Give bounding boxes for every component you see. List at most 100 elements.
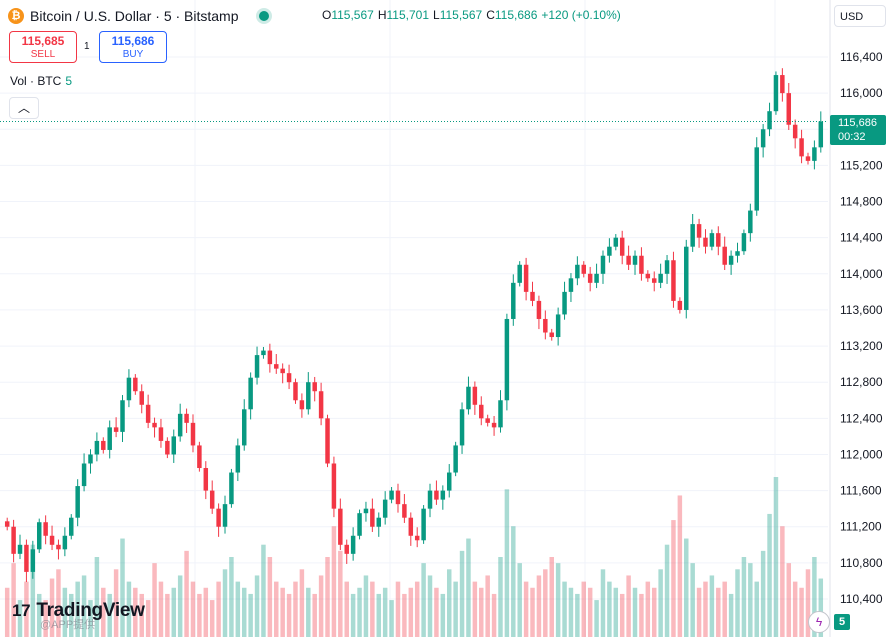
- candle-body: [818, 121, 824, 148]
- ohlc-readout: O115,567 H115,701 L115,567 C115,686 +120…: [322, 8, 621, 22]
- candle-body: [780, 75, 785, 94]
- volume-bar: [581, 581, 587, 637]
- candle-body: [536, 300, 542, 319]
- candle-body: [716, 233, 721, 247]
- volume-bar: [56, 569, 61, 637]
- candle-body: [209, 490, 215, 509]
- volume-bar: [274, 581, 279, 637]
- currency-select[interactable]: USD: [834, 5, 886, 27]
- candle-body: [440, 490, 446, 500]
- volume-bar: [344, 581, 349, 637]
- candle-body: [120, 400, 125, 432]
- candle-body: [594, 273, 599, 283]
- candle-body: [312, 382, 317, 392]
- candle-body: [626, 255, 631, 265]
- candle-body: [331, 463, 337, 509]
- volume-bar: [43, 600, 48, 637]
- volume-bar: [306, 587, 311, 637]
- candle-body: [261, 350, 266, 356]
- price-axis[interactable]: 110,400 110,800 111,200 111,600 112,000 112,4…: [829, 0, 883, 637]
- candle-body: [36, 522, 42, 550]
- volume-bar: [30, 544, 36, 637]
- candle-body: [741, 233, 747, 252]
- collapse-legend-button[interactable]: ︿: [9, 97, 39, 119]
- volume-bar: [812, 557, 817, 637]
- candle-body: [69, 517, 74, 536]
- volume-bar: [261, 544, 266, 637]
- candle-body: [280, 368, 285, 374]
- candle-body: [370, 508, 375, 527]
- candle-body: [133, 377, 138, 392]
- price-tick-label: 116,400: [840, 50, 883, 64]
- candle-body: [165, 440, 170, 455]
- open-label: O: [322, 8, 332, 22]
- sell-price: 115,685: [21, 34, 65, 48]
- price-tick-label: 114,000: [840, 267, 883, 281]
- symbol-title[interactable]: Bitcoin / U.S. Dollar · 5 · Bitstamp: [30, 8, 239, 24]
- candle-body: [530, 291, 535, 301]
- candle-body: [363, 508, 369, 514]
- volume-bar: [49, 578, 55, 637]
- candle-body: [651, 278, 657, 283]
- tradingview-logo[interactable]: 17 TradingView: [12, 600, 145, 622]
- sell-button[interactable]: 115,685 SELL: [9, 31, 77, 63]
- volume-bar: [126, 581, 132, 637]
- candle-body: [382, 499, 388, 518]
- candle-body: [453, 445, 458, 473]
- candle-body: [658, 273, 663, 283]
- buy-button[interactable]: 115,686 BUY: [99, 31, 167, 63]
- volume-legend[interactable]: Vol · BTC 5: [10, 74, 72, 88]
- volume-bar: [459, 550, 465, 637]
- volume-bar: [427, 575, 433, 637]
- candle-body: [479, 404, 484, 419]
- candle-body: [286, 373, 292, 383]
- volume-bar: [504, 489, 510, 637]
- volume-bar: [24, 581, 29, 637]
- spread-value: 1: [84, 41, 90, 52]
- candle-body: [357, 513, 362, 536]
- candle-body: [812, 147, 817, 161]
- candle-body: [459, 409, 465, 446]
- candle-body: [17, 544, 23, 554]
- volume-bar: [203, 587, 209, 637]
- candle-body: [81, 463, 87, 487]
- market-status-icon[interactable]: [258, 11, 269, 21]
- volume-bar: [773, 477, 779, 637]
- candle-body: [517, 264, 522, 283]
- candle-body: [350, 535, 356, 554]
- candle-body: [190, 422, 196, 446]
- volume-bar: [190, 581, 196, 637]
- volume-bar: [62, 587, 68, 637]
- candle-body: [177, 413, 183, 437]
- candle-body: [376, 517, 382, 527]
- candle-body: [709, 233, 715, 247]
- candle-body: [49, 535, 55, 545]
- volume-bar: [805, 569, 811, 637]
- price-tick-label: 112,800: [840, 375, 883, 389]
- alert-count-badge[interactable]: 5: [834, 614, 850, 630]
- volume-bar: [575, 593, 580, 637]
- volume-bar: [555, 563, 561, 637]
- candle-body: [600, 255, 606, 274]
- volume-bar: [286, 593, 292, 637]
- volume-bar: [562, 581, 567, 637]
- chart-grid: [0, 0, 828, 637]
- high-value: 115,701: [386, 8, 430, 22]
- candle-body: [43, 522, 48, 536]
- volume-bar: [75, 581, 80, 637]
- candle-body: [773, 75, 779, 112]
- bitcoin-icon[interactable]: ₿: [8, 8, 24, 24]
- candle-body: [523, 264, 529, 292]
- candle-body: [75, 486, 80, 518]
- candle-body: [485, 418, 490, 423]
- candle-body: [677, 300, 683, 310]
- volume-bar: [632, 587, 638, 637]
- candle-body: [786, 93, 792, 125]
- volume-label: Vol · BTC: [10, 74, 62, 88]
- lightning-icon[interactable]: ϟ: [808, 611, 830, 633]
- close-value: 115,686: [494, 8, 538, 22]
- candle-body: [229, 472, 234, 505]
- candle-body: [703, 237, 708, 247]
- volume-bar: [370, 581, 375, 637]
